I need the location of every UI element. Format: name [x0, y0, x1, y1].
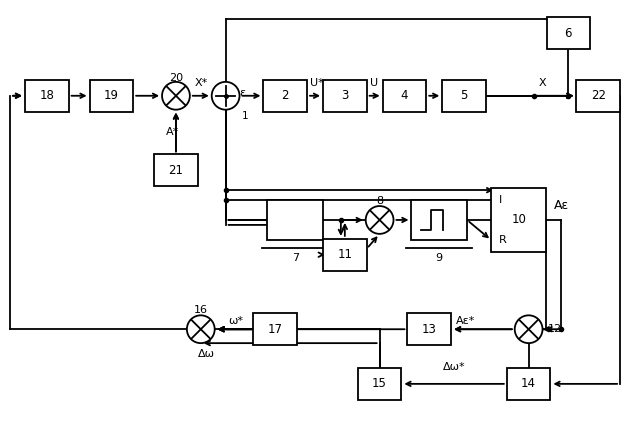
- Text: Δω*: Δω*: [443, 362, 465, 372]
- Text: 19: 19: [104, 89, 119, 102]
- Text: 22: 22: [591, 89, 605, 102]
- Text: Aε: Aε: [554, 198, 569, 212]
- Text: 17: 17: [268, 323, 283, 336]
- Bar: [253, 313, 297, 345]
- Text: 7: 7: [292, 253, 299, 263]
- Text: 3: 3: [341, 89, 349, 102]
- Bar: [507, 368, 550, 400]
- Bar: [412, 200, 467, 240]
- Bar: [383, 80, 426, 112]
- Text: U*: U*: [310, 78, 324, 88]
- Circle shape: [365, 206, 394, 234]
- Text: X*: X*: [195, 78, 208, 88]
- Text: 11: 11: [337, 248, 353, 261]
- Bar: [154, 154, 198, 186]
- Text: ε: ε: [239, 88, 246, 98]
- Text: 13: 13: [422, 323, 436, 336]
- Bar: [442, 80, 486, 112]
- Circle shape: [187, 315, 214, 343]
- Bar: [25, 80, 68, 112]
- Text: 4: 4: [401, 89, 408, 102]
- Text: I: I: [499, 195, 502, 204]
- Bar: [358, 368, 401, 400]
- Bar: [408, 313, 451, 345]
- Text: U: U: [370, 78, 378, 88]
- Text: 12: 12: [547, 324, 562, 334]
- Bar: [264, 80, 307, 112]
- Text: 16: 16: [194, 305, 208, 315]
- Text: 20: 20: [169, 73, 183, 83]
- Text: 9: 9: [436, 253, 443, 263]
- Bar: [90, 80, 133, 112]
- Text: Aε*: Aε*: [456, 316, 476, 326]
- Text: Δω: Δω: [198, 349, 215, 359]
- Circle shape: [162, 82, 190, 110]
- Bar: [492, 188, 546, 252]
- Bar: [576, 80, 620, 112]
- Circle shape: [515, 315, 543, 343]
- Bar: [547, 17, 590, 49]
- Text: ω*: ω*: [228, 316, 243, 326]
- Text: 2: 2: [282, 89, 289, 102]
- Text: A*: A*: [166, 127, 180, 137]
- Bar: [268, 200, 323, 240]
- Text: 18: 18: [39, 89, 54, 102]
- Text: 15: 15: [372, 377, 387, 391]
- Text: 6: 6: [564, 27, 572, 40]
- Text: 1: 1: [241, 110, 248, 121]
- Text: R: R: [499, 235, 507, 245]
- Text: 10: 10: [511, 213, 526, 227]
- Bar: [323, 80, 367, 112]
- Text: 14: 14: [521, 377, 536, 391]
- Text: 5: 5: [460, 89, 468, 102]
- Text: 8: 8: [376, 196, 383, 206]
- Bar: [323, 239, 367, 271]
- Text: 21: 21: [168, 164, 184, 177]
- Circle shape: [212, 82, 239, 110]
- Text: X: X: [539, 78, 546, 88]
